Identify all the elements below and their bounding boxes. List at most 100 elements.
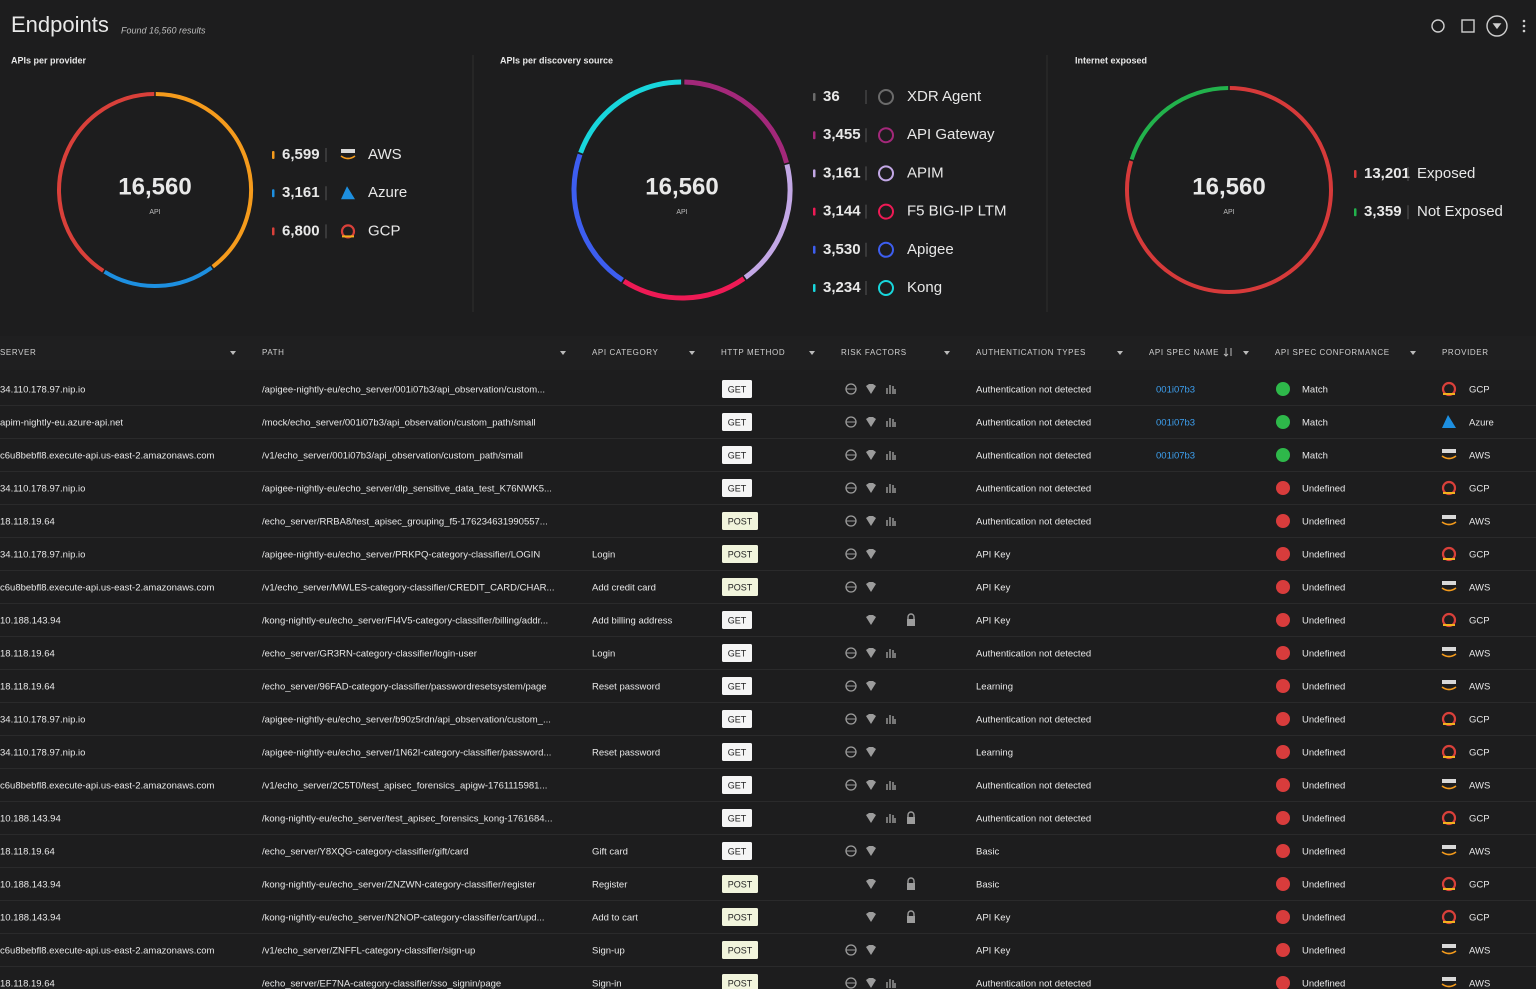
table-row[interactable]: c6u8bebfl8.execute-api.us-east-2.amazona… bbox=[0, 578, 1536, 604]
method-text: GET bbox=[728, 450, 747, 460]
cell-text: 18.118.19.64 bbox=[0, 847, 55, 858]
legend-name: APIM bbox=[907, 164, 944, 181]
legend-item[interactable]: 3,530 Apigee bbox=[813, 241, 954, 258]
conformance-icon bbox=[1276, 448, 1290, 462]
conformance-icon bbox=[1276, 778, 1290, 792]
column-header: PATH bbox=[262, 348, 285, 357]
table-row[interactable]: 10.188.143.94/kong-nightly-eu/echo_serve… bbox=[0, 875, 1536, 901]
conformance-icon bbox=[1276, 613, 1290, 627]
table-row[interactable]: 18.118.19.64/echo_server/EF7NA-category-… bbox=[0, 974, 1536, 989]
conformance-icon bbox=[1276, 811, 1290, 825]
aws-icon bbox=[1441, 653, 1457, 658]
method-badge bbox=[722, 974, 758, 989]
table-row[interactable]: 34.110.178.97.nip.io/apigee-nightly-eu/e… bbox=[0, 380, 1536, 406]
legend-swatch bbox=[813, 245, 816, 254]
legend-item[interactable]: 3,455 API Gateway bbox=[813, 126, 995, 144]
table-row[interactable]: 18.118.19.64/echo_server/96FAD-category-… bbox=[0, 677, 1536, 703]
cell-text: API Key bbox=[976, 913, 1011, 924]
column-filter[interactable] bbox=[689, 351, 695, 355]
cell-text: Azure bbox=[1469, 418, 1494, 429]
cell-text: AWS bbox=[1469, 583, 1490, 594]
source-icon bbox=[878, 203, 894, 220]
risk-icon bbox=[907, 811, 915, 817]
risk-icon bbox=[866, 450, 876, 460]
risk-icon bbox=[907, 877, 915, 883]
table-row[interactable]: 10.188.143.94/kong-nightly-eu/echo_serve… bbox=[0, 809, 1536, 835]
cell-text: GCP bbox=[1469, 748, 1490, 759]
filter-button[interactable] bbox=[1486, 15, 1508, 37]
cell-text: Undefined bbox=[1302, 946, 1345, 957]
cell-text: 34.110.178.97.nip.io bbox=[0, 715, 85, 726]
widget-title: APIs per provider bbox=[11, 55, 87, 65]
legend-value: 3,161 bbox=[823, 164, 861, 181]
chart-button[interactable] bbox=[1461, 19, 1475, 33]
method-badge bbox=[722, 479, 752, 497]
table-row[interactable]: 10.188.143.94/kong-nightly-eu/echo_serve… bbox=[0, 908, 1536, 934]
legend-item[interactable]: 6,599 AWS bbox=[272, 146, 402, 163]
legend-item[interactable]: 3,359 Not Exposed bbox=[1354, 203, 1503, 220]
column-filter[interactable] bbox=[809, 351, 815, 355]
legend-item[interactable]: 3,161 APIM bbox=[813, 164, 944, 182]
cell-text: /apigee-nightly-eu/echo_server/dlp_sensi… bbox=[262, 484, 552, 495]
table-row[interactable]: 34.110.178.97.nip.io/apigee-nightly-eu/e… bbox=[0, 710, 1536, 736]
table-row[interactable]: c6u8bebfl8.execute-api.us-east-2.amazona… bbox=[0, 941, 1536, 967]
table-row[interactable]: c6u8bebfl8.execute-api.us-east-2.amazona… bbox=[0, 446, 1536, 472]
legend-item[interactable]: 36 XDR Agent bbox=[813, 88, 982, 105]
aws-icon bbox=[1441, 521, 1457, 526]
legend-item[interactable]: 3,161 Azure bbox=[272, 184, 407, 201]
legend-swatch bbox=[272, 227, 275, 236]
cell-text: 34.110.178.97.nip.io bbox=[0, 550, 85, 561]
cell-text: /echo_server/EF7NA-category-classifier/s… bbox=[262, 979, 501, 989]
table-row[interactable]: 18.118.19.64/echo_server/RRBA8/test_apis… bbox=[0, 512, 1536, 538]
table-row[interactable]: c6u8bebfl8.execute-api.us-east-2.amazona… bbox=[0, 776, 1536, 802]
legend-item[interactable]: 6,800 GCP bbox=[272, 222, 401, 239]
column-filter[interactable] bbox=[1410, 351, 1416, 355]
table-row[interactable]: 10.188.143.94/kong-nightly-eu/echo_serve… bbox=[0, 611, 1536, 637]
cell-text: Basic bbox=[976, 880, 999, 891]
method-text: POST bbox=[728, 879, 753, 889]
table-row[interactable]: 18.118.19.64/echo_server/GR3RN-category-… bbox=[0, 644, 1536, 670]
column-filter[interactable] bbox=[944, 351, 950, 355]
cell-text: c6u8bebfl8.execute-api.us-east-2.amazona… bbox=[0, 781, 214, 792]
cell-text: GCP bbox=[1469, 550, 1490, 561]
column-filter[interactable] bbox=[1243, 351, 1249, 355]
refresh-button[interactable] bbox=[1431, 19, 1445, 33]
legend-item[interactable]: 13,201 Exposed bbox=[1354, 165, 1475, 182]
cell-text: Register bbox=[592, 880, 627, 891]
legend-swatch bbox=[813, 207, 816, 216]
method-badge bbox=[722, 446, 752, 464]
legend-name: F5 BIG-IP LTM bbox=[907, 203, 1006, 220]
table-row[interactable]: apim-nightly-eu.azure-api.net/mock/echo_… bbox=[0, 413, 1536, 439]
column-filter[interactable] bbox=[230, 351, 236, 355]
column-header: PROVIDER bbox=[1442, 348, 1489, 357]
table-row[interactable]: 34.110.178.97.nip.io/apigee-nightly-eu/e… bbox=[0, 479, 1536, 505]
aws-icon bbox=[1442, 647, 1456, 651]
column-filter[interactable] bbox=[560, 351, 566, 355]
legend-value: 6,800 bbox=[282, 222, 320, 239]
method-text: GET bbox=[728, 813, 747, 823]
method-badge bbox=[722, 842, 752, 860]
cell-text: API Key bbox=[976, 616, 1011, 627]
cell-text: Authentication not detected bbox=[976, 451, 1091, 462]
cell-text: /kong-nightly-eu/echo_server/test_apisec… bbox=[262, 814, 552, 825]
toolbar[interactable] bbox=[1431, 15, 1526, 37]
table-row[interactable]: 34.110.178.97.nip.io/apigee-nightly-eu/e… bbox=[0, 545, 1536, 571]
donut-unit: API bbox=[676, 209, 687, 216]
table-row[interactable]: 18.118.19.64/echo_server/Y8XQG-category-… bbox=[0, 842, 1536, 868]
aws-icon bbox=[1442, 977, 1456, 981]
cell-text: Reset password bbox=[592, 682, 660, 693]
more-button[interactable] bbox=[1522, 19, 1526, 33]
legend-name: API Gateway bbox=[907, 126, 995, 143]
table-row[interactable]: 34.110.178.97.nip.io/apigee-nightly-eu/e… bbox=[0, 743, 1536, 769]
result-count: Found 16,560 results bbox=[121, 25, 206, 35]
cell-text: Gift card bbox=[592, 847, 628, 858]
legend-item[interactable]: 3,144 F5 BIG-IP LTM bbox=[813, 203, 1006, 220]
method-badge bbox=[722, 776, 752, 794]
legend-item[interactable]: 3,234 Kong bbox=[813, 279, 942, 296]
method-badge bbox=[722, 380, 752, 398]
cell-text: AWS bbox=[1469, 517, 1490, 528]
column-filter[interactable] bbox=[1117, 351, 1123, 355]
donut-total: 16,560 bbox=[1192, 173, 1265, 200]
